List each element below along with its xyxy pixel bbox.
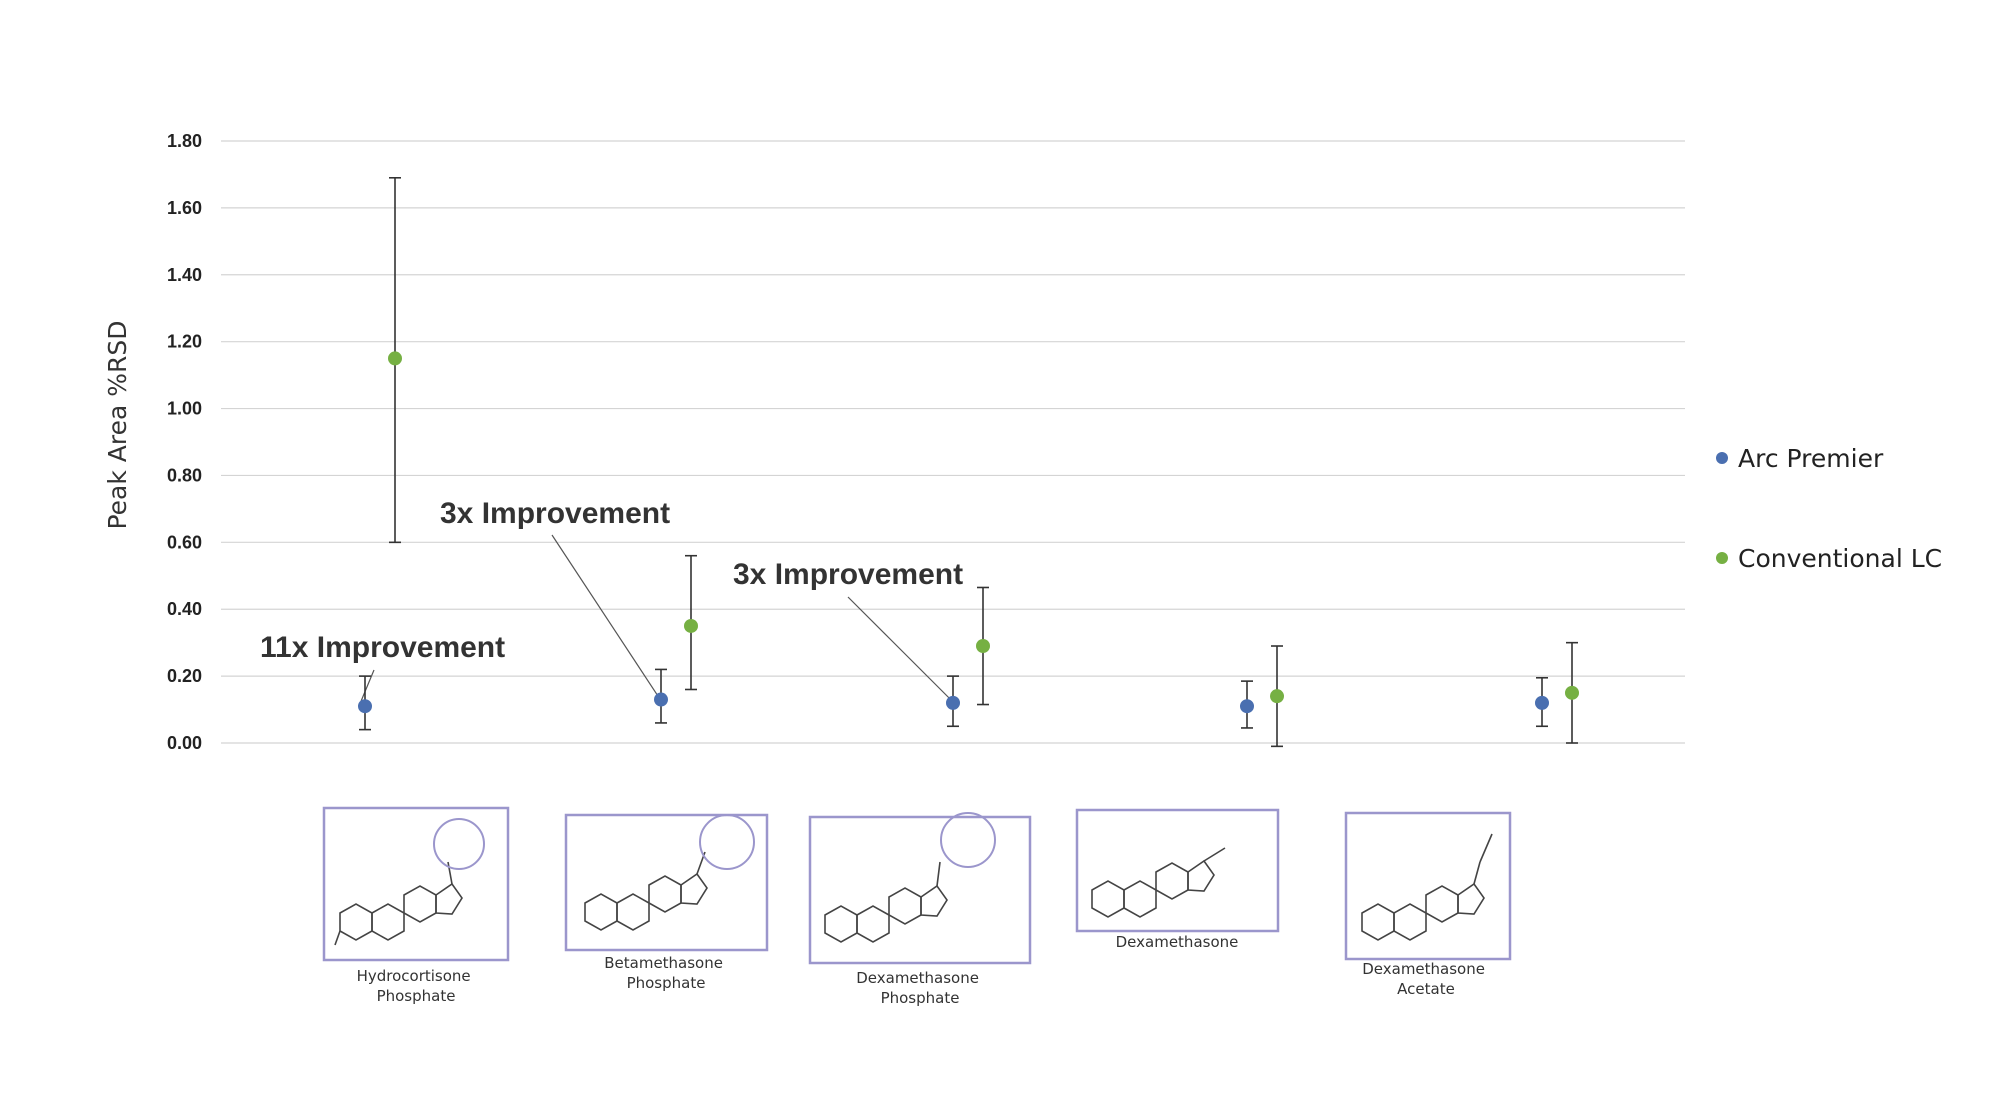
y-axis-title: Peak Area %RSD [103,320,132,529]
y-tick-label: 1.80 [167,131,202,151]
hydrocortisone-phosphate-structure [322,806,510,962]
legend-label: Arc Premier [1738,444,1884,473]
structure-label-hydrocortisone: Hydrocortisone Phosphate [357,967,476,1005]
dexamethasone-structure [1075,808,1280,933]
annotation-leader [360,669,375,702]
structure-label-dexamethasone: Dexamethasone [1116,933,1239,951]
y-tick-label: 1.20 [167,332,202,352]
data-point [1565,685,1579,700]
betamethasone-phosphate-structure [564,813,769,952]
legend-label: Conventional LC [1738,544,1942,573]
data-point [654,692,668,707]
y-tick-label: 1.60 [167,198,202,218]
data-point [684,618,698,633]
y-tick-label: 0.40 [167,599,202,619]
structure-label-dexamethasone-acetate: Dexamethasone Acetate [1362,960,1490,998]
error-bars [359,176,1578,748]
data-point [1270,689,1284,704]
y-tick-label: 0.60 [167,532,202,552]
annotation-label: 3x Improvement [733,558,963,591]
data-point [946,695,960,710]
data-point [388,351,402,366]
dexamethasone-acetate-structure [1344,811,1512,961]
annotation-label: 11x Improvement [260,631,505,664]
y-tick-label: 1.00 [167,399,202,419]
y-tick-labels: 0.00 0.20 0.40 0.60 0.80 1.00 1.20 1.40 1.60 1.80 [167,131,202,753]
data-point [1240,699,1254,714]
y-tick-label: 0.80 [167,465,202,485]
annotation-label: 3x Improvement [440,497,670,530]
annotations: 11x Improvement 3x Improvement 3x Improvem… [260,497,963,664]
structure-panels: Hydrocortisone Phosphate Betamethasone P… [322,806,1512,1007]
data-point [1535,695,1549,710]
y-tick-label: 0.20 [167,666,202,686]
gridlines [221,140,1685,744]
legend-marker [1716,452,1728,464]
y-tick-label: 1.40 [167,265,202,285]
structure-label-betamethasone-phosphate: Betamethasone Phosphate [604,954,728,992]
annotation-leader [551,534,658,695]
dexamethasone-phosphate-structure [808,812,1032,965]
annotation-leader [847,596,950,699]
data-point [976,639,990,654]
structure-label-dexamethasone-phosphate: Dexamethasone Phosphate [856,969,984,1007]
legend: Arc Premier Conventional LC [1716,444,1942,573]
y-tick-label: 0.00 [167,733,202,753]
data-points [358,351,1579,714]
annotation-leaders [360,534,950,702]
data-point [358,699,372,714]
legend-marker [1716,552,1728,564]
